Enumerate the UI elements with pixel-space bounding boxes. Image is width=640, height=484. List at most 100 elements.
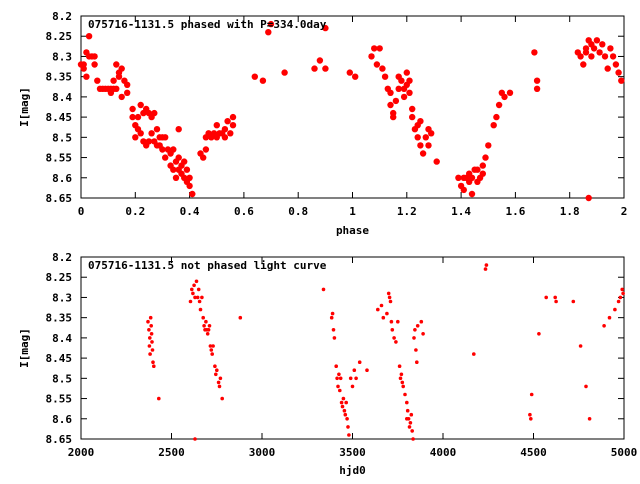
data-point — [484, 263, 489, 267]
x-tick-label: 0.6 — [234, 205, 254, 218]
data-point — [596, 49, 603, 56]
data-point — [348, 376, 353, 381]
data-point — [213, 364, 217, 369]
x-tick-label: 0.8 — [288, 205, 308, 218]
x-tick-label: 3000 — [249, 446, 276, 459]
data-point — [422, 134, 429, 141]
data-point — [394, 340, 398, 344]
data-point — [621, 291, 625, 296]
data-point — [329, 315, 334, 320]
data-point — [208, 344, 213, 348]
data-point — [607, 45, 614, 52]
data-point — [150, 348, 155, 352]
data-point — [501, 93, 508, 101]
x-tick-label: 0 — [78, 205, 85, 218]
data-point — [148, 352, 152, 356]
data-point — [609, 53, 617, 60]
data-point — [229, 113, 237, 121]
data-point — [590, 45, 598, 52]
data-point — [415, 324, 420, 328]
y-tick-label: 8.45 — [46, 352, 73, 365]
data-point — [341, 396, 346, 401]
data-point — [365, 368, 369, 373]
data-point — [224, 118, 231, 125]
data-point — [145, 138, 153, 145]
data-point — [395, 85, 402, 93]
data-point — [147, 328, 151, 332]
data-point — [345, 417, 349, 421]
data-point — [389, 319, 394, 324]
data-point — [346, 69, 353, 76]
x-tick-label: 2500 — [158, 446, 185, 459]
data-point — [584, 384, 588, 389]
data-point — [409, 412, 414, 417]
data-point — [94, 77, 101, 84]
data-point — [259, 77, 267, 84]
data-point — [371, 45, 378, 52]
data-point — [221, 126, 229, 133]
data-point — [400, 93, 408, 101]
data-point — [344, 400, 349, 405]
data-point — [613, 307, 617, 312]
data-point — [412, 336, 416, 340]
data-point — [408, 421, 413, 425]
data-point — [472, 352, 476, 356]
phased-chart-title: 075716-1131.5 phased with P=334.0day — [88, 18, 327, 31]
data-point — [414, 348, 418, 352]
data-point — [409, 105, 416, 113]
unphased-y-axis-label: I[mag] — [18, 328, 31, 368]
data-point — [267, 20, 275, 28]
data-point — [419, 150, 427, 157]
data-point — [406, 89, 413, 97]
y-tick-label: 8.3 — [52, 50, 72, 63]
data-point — [330, 311, 335, 316]
y-tick-label: 8.55 — [46, 393, 73, 406]
data-point — [150, 340, 154, 344]
data-point — [529, 417, 533, 421]
data-point — [553, 295, 557, 300]
data-point — [331, 328, 336, 332]
data-point — [582, 49, 590, 56]
data-point — [599, 41, 606, 48]
data-point — [83, 73, 90, 80]
data-point — [336, 384, 340, 389]
data-point — [428, 130, 435, 137]
data-point — [214, 372, 218, 377]
data-point — [537, 332, 541, 336]
data-point — [401, 384, 406, 389]
data-point — [403, 69, 410, 76]
data-point — [479, 162, 486, 169]
data-point — [342, 408, 347, 413]
data-point — [335, 376, 339, 381]
data-point — [346, 425, 350, 429]
data-point — [118, 65, 125, 72]
x-tick-label: 1.8 — [560, 205, 580, 218]
data-point — [411, 437, 415, 441]
data-point — [170, 146, 177, 153]
data-point — [554, 299, 558, 304]
data-point — [388, 299, 393, 304]
data-point — [91, 53, 98, 60]
data-point — [194, 279, 199, 284]
data-point — [146, 319, 150, 324]
data-point — [196, 287, 201, 292]
data-point — [531, 49, 538, 56]
data-point — [193, 437, 197, 441]
y-tick-label: 8.4 — [52, 91, 72, 104]
data-point — [191, 291, 195, 296]
data-point — [398, 376, 403, 381]
data-point — [392, 97, 400, 105]
data-point — [186, 174, 193, 181]
data-point — [338, 388, 342, 393]
data-point — [350, 384, 355, 389]
phased-panel: 0 0.2 0.4 0.6 0.8 1 1.2 1.4 1.6 1.8 2 8.2 8.25 8.3 8.3… — [18, 10, 627, 237]
phased-ticks: 0 0.2 0.4 0.6 0.8 1 1.2 1.4 1.6 1.8 2 8.2 8.25 8.3 8.3… — [46, 10, 628, 218]
data-point — [337, 372, 341, 377]
data-point — [162, 154, 169, 161]
data-point — [352, 73, 359, 80]
data-point — [390, 328, 395, 332]
data-point — [433, 158, 440, 165]
unphased-x-axis-label: hjd0 — [339, 464, 366, 477]
data-point — [373, 61, 381, 68]
data-point — [227, 130, 234, 137]
